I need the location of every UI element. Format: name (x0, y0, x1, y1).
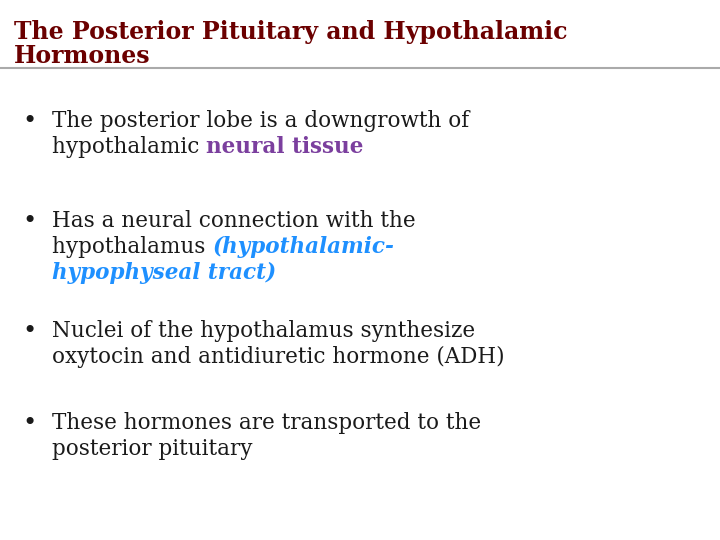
Text: •: • (22, 210, 36, 233)
Text: •: • (22, 412, 36, 435)
Text: neural tissue: neural tissue (206, 136, 364, 158)
Text: Has a neural connection with the: Has a neural connection with the (52, 210, 415, 232)
Text: Hormones: Hormones (14, 44, 150, 68)
Text: Nuclei of the hypothalamus synthesize: Nuclei of the hypothalamus synthesize (52, 320, 475, 342)
Text: The Posterior Pituitary and Hypothalamic: The Posterior Pituitary and Hypothalamic (14, 20, 567, 44)
Text: These hormones are transported to the: These hormones are transported to the (52, 412, 481, 434)
Text: oxytocin and antidiuretic hormone (ADH): oxytocin and antidiuretic hormone (ADH) (52, 346, 505, 368)
Text: hypothalamus: hypothalamus (52, 236, 212, 258)
Text: hypophyseal tract): hypophyseal tract) (52, 262, 276, 284)
Text: hypothalamic: hypothalamic (52, 136, 206, 158)
Text: posterior pituitary: posterior pituitary (52, 438, 253, 460)
Text: •: • (22, 320, 36, 343)
Text: The posterior lobe is a downgrowth of: The posterior lobe is a downgrowth of (52, 110, 469, 132)
Text: (hypothalamic-: (hypothalamic- (212, 236, 394, 258)
Text: •: • (22, 110, 36, 133)
